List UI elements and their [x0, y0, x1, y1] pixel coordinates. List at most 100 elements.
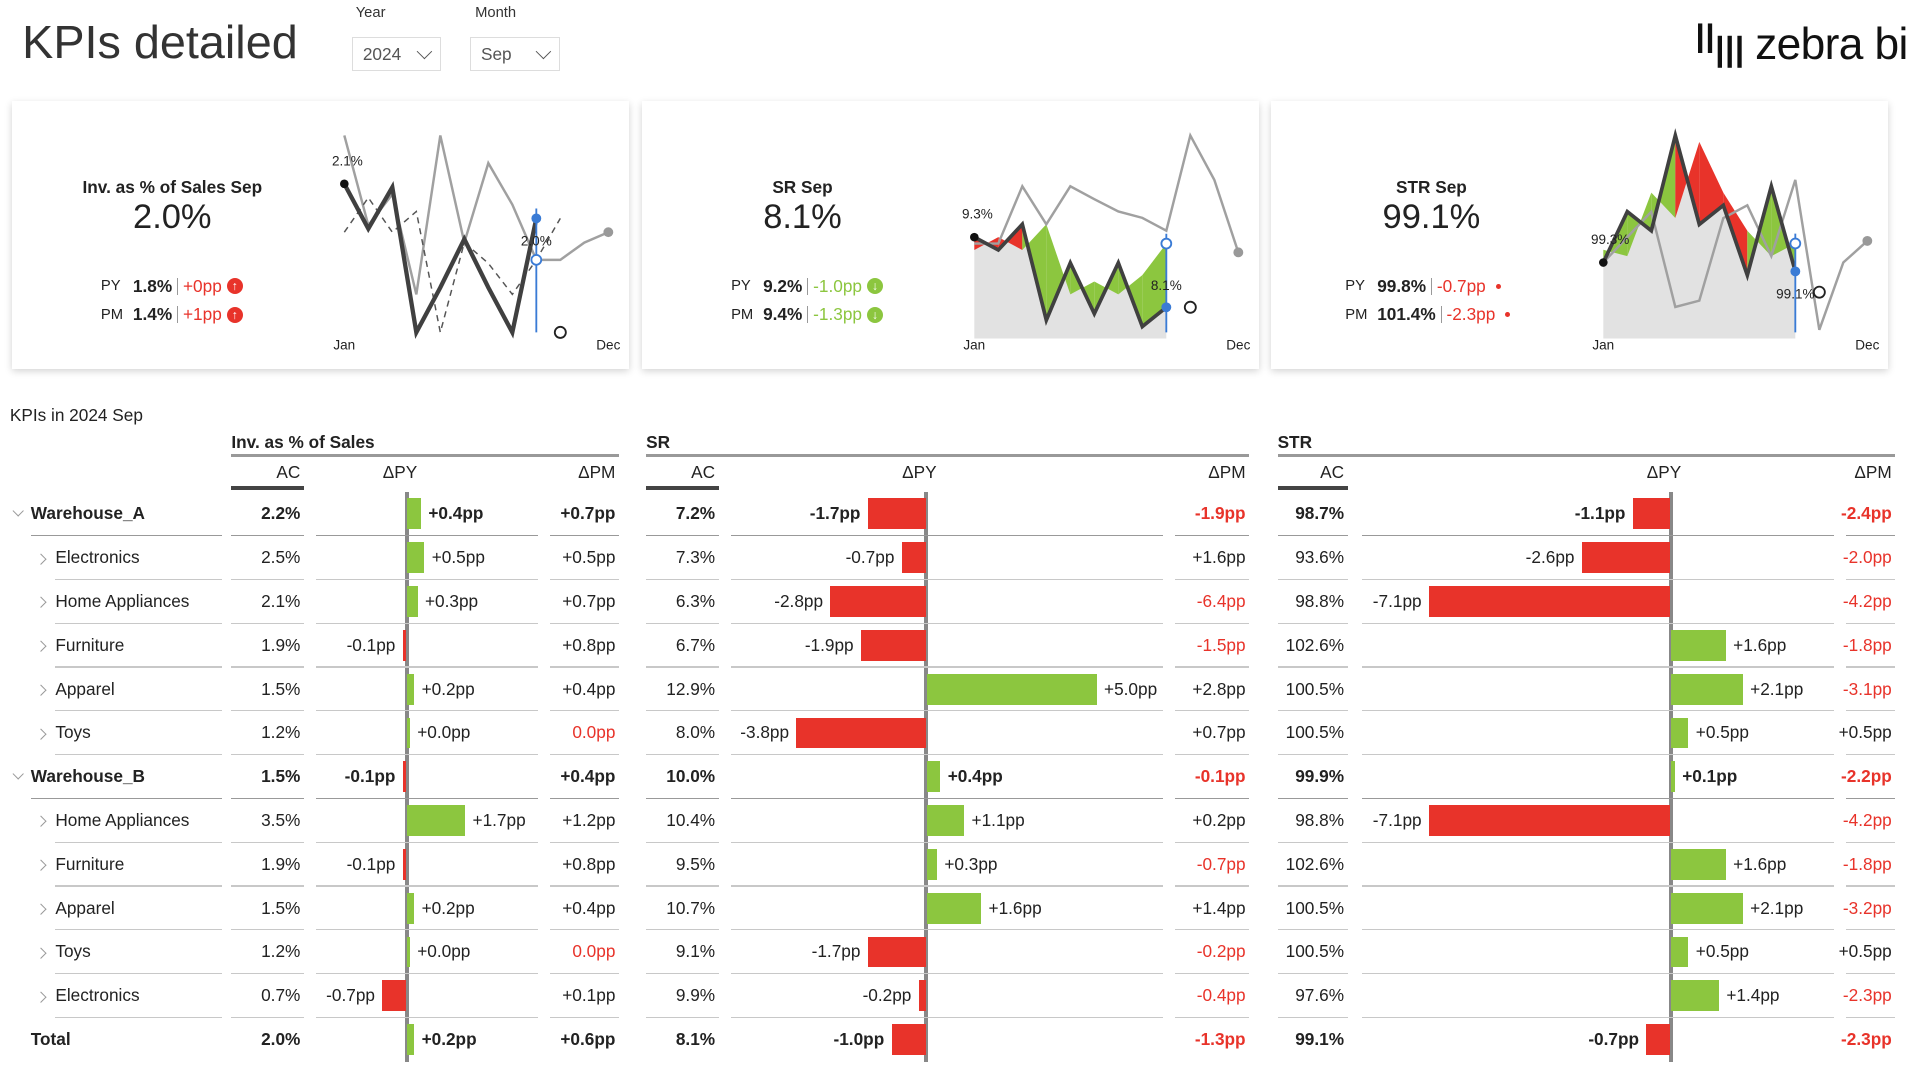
chevron-right-icon[interactable]	[35, 728, 48, 740]
chevron-right-icon[interactable]	[35, 947, 48, 960]
chevron-right-icon[interactable]	[35, 815, 48, 828]
kpi-card[interactable]: Inv. as % of Sales Sep 2.0% PY 1.8% +0pp ↑ PM 1…	[12, 100, 629, 370]
delta-pm-value: -1.8pp	[1842, 634, 1892, 655]
positive-variance-bar	[1671, 849, 1726, 880]
x-axis-end-label: Dec	[1227, 338, 1251, 353]
zebra-bi-logo: zebra bi	[1698, 20, 1908, 70]
column-header-dpy[interactable]: ΔPY	[1646, 461, 1682, 482]
positive-variance-bar	[1671, 717, 1689, 749]
delta-py-value: -1.9pp	[804, 634, 854, 655]
delta-pm-value: 0.0pp	[572, 722, 616, 743]
chevron-right-icon[interactable]	[35, 684, 48, 697]
column-header-ac[interactable]: AC	[691, 461, 716, 482]
ac-value: 12.9%	[666, 678, 716, 699]
chevron-right-icon[interactable]	[35, 991, 48, 1003]
kpi-title: Inv. as % of Sales Sep	[82, 177, 263, 198]
kpi-group-header: SR	[646, 432, 671, 452]
month-label: Month	[475, 4, 517, 21]
positive-variance-bar	[407, 586, 418, 617]
row-divider	[731, 753, 1164, 756]
column-header-dpm[interactable]: ΔPM	[1854, 461, 1892, 482]
ac-value: 9.1%	[675, 941, 716, 962]
variance-fill	[1046, 224, 1071, 321]
row-divider	[1277, 973, 1348, 975]
ac-value: 98.7%	[1295, 503, 1345, 524]
kpi-card[interactable]: SR Sep 8.1% PY 9.2% -1.0pp ↓ PM 9.4% -1.3pp ↓ 9.3%…	[642, 100, 1260, 370]
chevron-down-icon[interactable]	[11, 505, 24, 518]
row-divider	[550, 885, 620, 887]
row-divider	[231, 534, 304, 537]
kpi-py-label: PY	[100, 278, 121, 295]
chevron-right-icon[interactable]	[35, 903, 48, 916]
delta-py-value: +1.6pp	[988, 897, 1042, 918]
row-divider	[731, 578, 1164, 580]
ac-value: 10.0%	[666, 766, 716, 787]
delta-py-value: -2.8pp	[774, 590, 824, 611]
row-divider	[646, 578, 719, 580]
negative-variance-bar	[402, 629, 407, 661]
chevron-right-icon[interactable]	[35, 596, 48, 609]
row-divider	[1175, 710, 1250, 712]
row-label: Home Appliances	[55, 590, 190, 611]
chevron-right-icon[interactable]	[35, 859, 48, 872]
row-divider	[550, 534, 620, 537]
row-divider	[231, 973, 304, 975]
column-header-dpy[interactable]: ΔPY	[382, 461, 418, 482]
row-divider	[1846, 753, 1896, 756]
delta-pm-value: +0.7pp	[562, 590, 616, 611]
row-divider	[1362, 797, 1834, 800]
negative-variance-bar	[402, 761, 407, 793]
ac-value: 102.6%	[1285, 634, 1345, 655]
row-divider	[55, 666, 222, 668]
row-divider	[1846, 841, 1896, 843]
column-header-dpm[interactable]: ΔPM	[578, 461, 616, 482]
divider	[807, 305, 809, 324]
row-divider	[1846, 666, 1896, 668]
sparkline-chart: 99.3% 99.1% Jan Dec	[1591, 128, 1880, 353]
row-divider	[1846, 973, 1896, 975]
kpi-pm-delta: -2.3pp	[1446, 304, 1496, 324]
delta-py-value: -1.0pp	[833, 1029, 885, 1050]
row-divider	[316, 973, 538, 975]
column-header-ac[interactable]: AC	[276, 461, 301, 482]
row-label: Apparel	[55, 678, 115, 699]
chevron-right-icon[interactable]	[35, 552, 48, 565]
row-label: Home Appliances	[55, 810, 190, 831]
sparkline-area	[1603, 135, 1796, 339]
delta-pm-value: -1.8pp	[1842, 853, 1892, 874]
row-divider	[1277, 841, 1348, 843]
sparkline-chart: 2.1% 2.0% Jan Dec	[332, 135, 621, 353]
row-divider	[1175, 534, 1250, 537]
month-dropdown[interactable]: Sep	[470, 36, 560, 72]
kpi-pm-line: PM 1.4% +1pp ↑	[101, 304, 243, 325]
group-header-rule	[646, 454, 1250, 457]
delta-py-value: +2.1pp	[1750, 897, 1804, 918]
column-header-ac[interactable]: AC	[1320, 461, 1345, 482]
row-label: Warehouse_A	[30, 503, 145, 524]
negative-variance-bar	[1646, 1024, 1671, 1056]
delta-py-value: +0.4pp	[947, 766, 1003, 787]
row-divider	[1362, 929, 1834, 931]
chevron-down-icon[interactable]	[11, 768, 24, 781]
row-divider	[550, 710, 620, 712]
row-divider	[55, 885, 222, 887]
column-header-dpm[interactable]: ΔPM	[1208, 461, 1246, 482]
row-divider	[1277, 666, 1348, 668]
year-dropdown[interactable]: 2024	[352, 36, 441, 72]
row-divider	[550, 666, 620, 668]
row-label: Warehouse_B	[30, 766, 145, 787]
ac-value: 2.0%	[261, 1029, 301, 1050]
ac-current-marker	[1790, 266, 1801, 277]
delta-pm-value: +2.8pp	[1192, 678, 1246, 699]
column-header-dpy[interactable]: ΔPY	[902, 461, 937, 482]
py-current-marker	[530, 253, 543, 266]
chevron-right-icon[interactable]	[35, 640, 48, 653]
x-axis-start-label: Jan	[1593, 338, 1615, 353]
positive-variance-bar	[1671, 629, 1726, 661]
row-divider	[731, 885, 1164, 887]
kpi-card[interactable]: STR Sep 99.1% PY 99.8% -0.7pp PM 101.4% -2.3pp 9…	[1271, 100, 1889, 370]
delta-py-value: -0.1pp	[346, 634, 396, 655]
ac-value: 99.1%	[1295, 1029, 1345, 1050]
ac-value: 93.6%	[1295, 547, 1345, 568]
delta-pm-value: +0.4pp	[562, 897, 616, 918]
